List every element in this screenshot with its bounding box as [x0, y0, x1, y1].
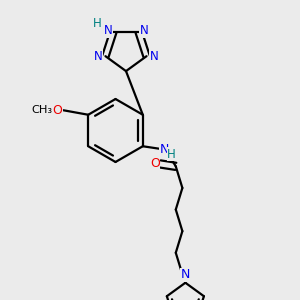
Text: H: H: [167, 148, 176, 161]
Text: N: N: [159, 143, 169, 156]
Text: N: N: [103, 24, 112, 37]
Text: H: H: [93, 17, 102, 30]
Text: N: N: [181, 268, 190, 281]
Text: CH₃: CH₃: [31, 105, 52, 115]
Text: N: N: [150, 50, 158, 63]
Text: N: N: [140, 24, 148, 37]
Text: N: N: [94, 50, 102, 63]
Text: O: O: [150, 158, 160, 170]
Text: O: O: [52, 104, 62, 117]
